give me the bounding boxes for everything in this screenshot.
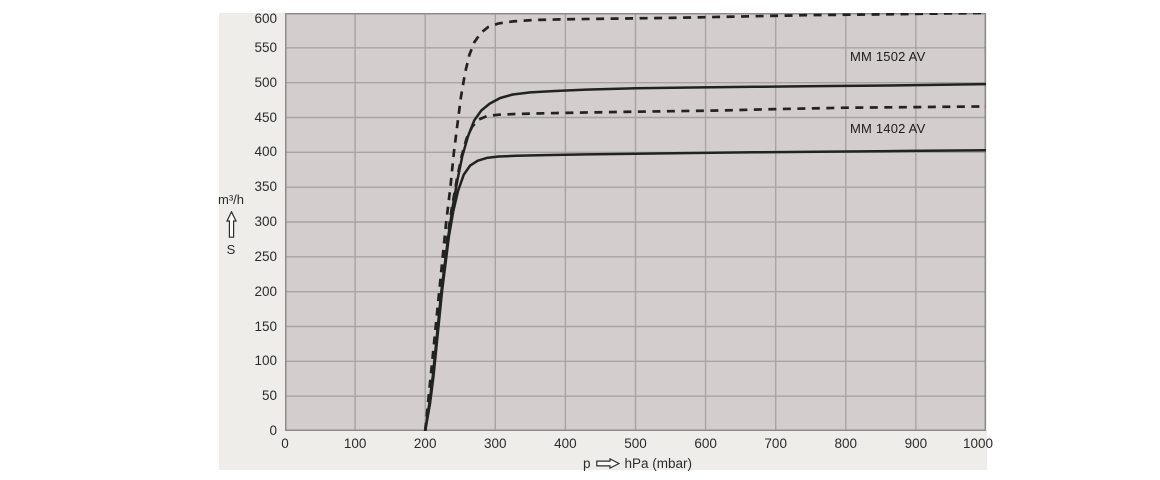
y-tick-label: 100 — [254, 353, 277, 369]
plot-border — [285, 13, 986, 431]
right-arrow-icon — [595, 457, 620, 469]
y-tick-label: 350 — [254, 179, 277, 195]
y-tick-label: 50 — [261, 388, 277, 404]
x-tick-label: 100 — [343, 436, 367, 451]
curve-label-mm-1502-av: MM 1502 AV — [850, 49, 926, 64]
x-tick-label: 400 — [554, 436, 577, 451]
curve-mm1502-dashed — [423, 13, 986, 431]
curve-mm1402-solid — [423, 148, 986, 431]
x-tick-label: 600 — [694, 436, 717, 451]
x-tick-label: 700 — [764, 436, 787, 451]
x-tick-label: 300 — [484, 436, 507, 451]
y-tick-label: 150 — [254, 318, 277, 334]
up-arrow-icon — [225, 211, 237, 238]
y-tick-label: 500 — [254, 74, 277, 90]
x-axis-unit-label: hPa (mbar) — [624, 455, 693, 471]
y-axis-unit-block: m³/h S — [207, 192, 255, 257]
y-tick-label: 250 — [254, 248, 277, 264]
x-axis-symbol: p — [583, 455, 591, 471]
plot-area-wrapper — [285, 13, 986, 431]
x-tick-label: 1000 — [962, 436, 994, 451]
y-tick-label: 550 — [254, 39, 277, 55]
plot-area — [285, 13, 986, 431]
y-tick-label: 400 — [254, 144, 277, 160]
x-axis-title: p hPa (mbar) — [583, 455, 692, 471]
y-tick-label: 450 — [254, 109, 277, 125]
x-tick-label: 0 — [281, 436, 289, 451]
x-tick-label: 800 — [834, 436, 858, 451]
curve-label-mm-1402-av: MM 1402 AV — [850, 121, 926, 136]
y-tick-label: 300 — [254, 214, 277, 229]
x-tick-label: 900 — [904, 436, 928, 451]
y-axis-symbol: S — [226, 242, 236, 257]
y-tick-label: 600 — [254, 11, 277, 26]
y-tick-label: 200 — [254, 283, 277, 299]
x-tick-label: 500 — [624, 436, 647, 451]
y-tick-label: 0 — [269, 423, 277, 438]
x-tick-label: 200 — [413, 436, 437, 451]
y-axis-unit-label: m³/h — [218, 192, 244, 207]
